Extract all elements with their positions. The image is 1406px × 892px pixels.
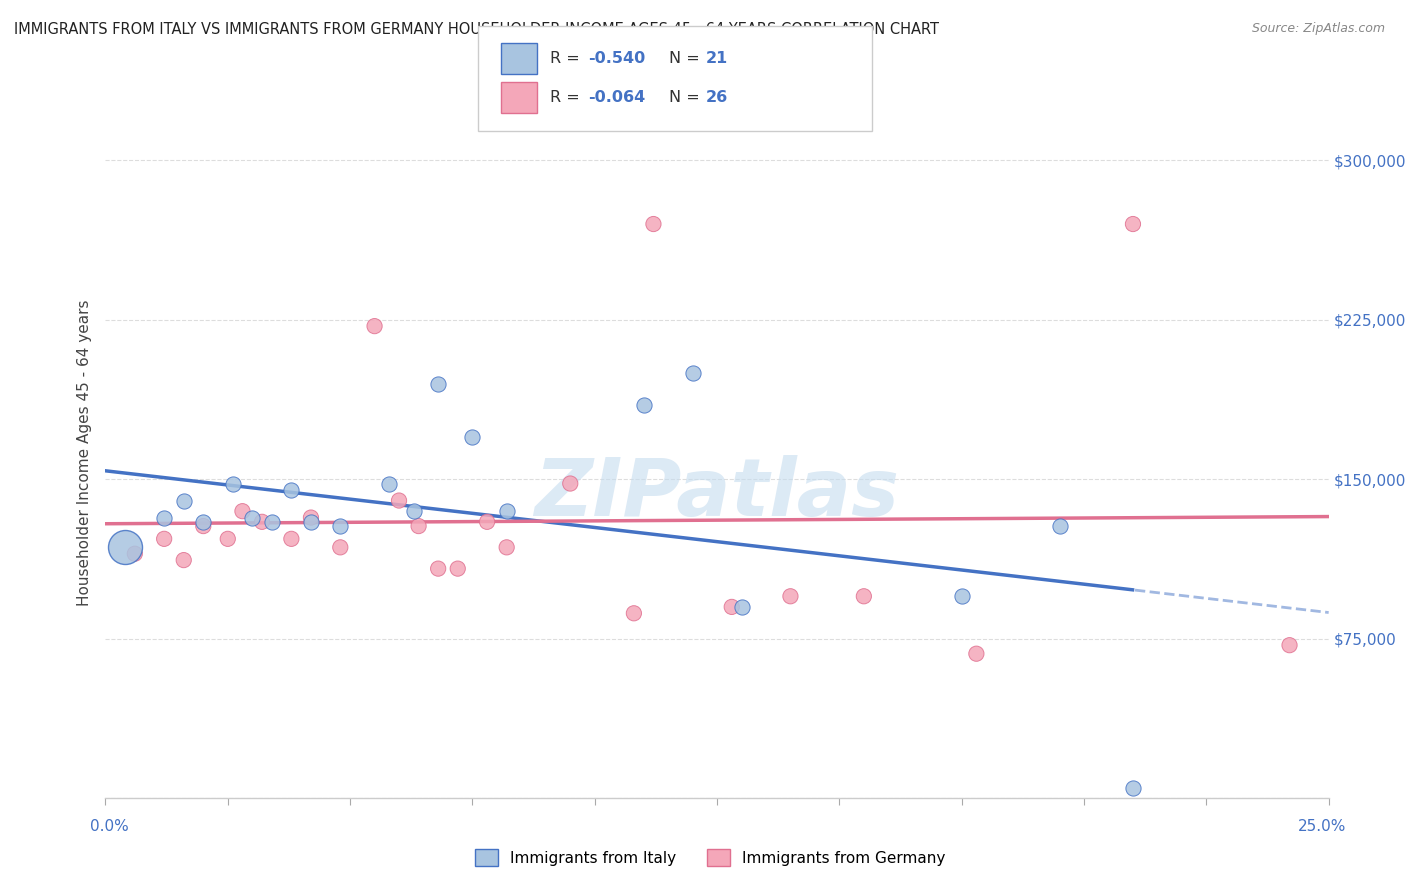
Point [1122,780,1144,795]
Point [240,510,263,524]
Point [378,476,401,491]
Text: -0.540: -0.540 [588,51,645,66]
Point [363,319,385,334]
Text: N =: N = [669,51,706,66]
Point [495,541,517,555]
Point [1049,519,1071,533]
Point [682,366,704,380]
Point [217,532,239,546]
Point [173,493,195,508]
Text: Source: ZipAtlas.com: Source: ZipAtlas.com [1251,22,1385,36]
Point [280,532,302,546]
Text: IMMIGRANTS FROM ITALY VS IMMIGRANTS FROM GERMANY HOUSEHOLDER INCOME AGES 45 - 64: IMMIGRANTS FROM ITALY VS IMMIGRANTS FROM… [14,22,939,37]
Point [461,430,484,444]
Point [1122,217,1144,231]
Point [114,541,136,555]
Text: -0.064: -0.064 [588,90,645,105]
Point [779,589,801,603]
Point [402,504,425,518]
Text: 26: 26 [706,90,728,105]
Point [388,493,411,508]
Point [173,553,195,567]
Point [153,510,176,524]
Point [221,476,243,491]
Point [231,504,253,518]
Point [447,561,470,575]
Point [1278,638,1301,652]
Point [495,504,517,518]
Point [633,398,655,412]
Point [730,599,752,614]
Text: 21: 21 [706,51,728,66]
Point [250,515,273,529]
Point [965,647,987,661]
Legend: Immigrants from Italy, Immigrants from Germany: Immigrants from Italy, Immigrants from G… [467,842,953,873]
Text: ZIPatlas: ZIPatlas [534,455,900,533]
Point [329,519,352,533]
Point [560,476,582,491]
Point [475,515,498,529]
Point [299,515,322,529]
Point [329,541,352,555]
Point [124,547,146,561]
Point [643,217,665,231]
Point [720,599,742,614]
Text: 0.0%: 0.0% [90,820,129,834]
Point [153,532,176,546]
Point [852,589,875,603]
Text: 25.0%: 25.0% [1298,820,1346,834]
Point [427,376,450,391]
Point [408,519,430,533]
Point [193,519,215,533]
Y-axis label: Householder Income Ages 45 - 64 years: Householder Income Ages 45 - 64 years [76,300,91,606]
Point [260,515,283,529]
Text: R =: R = [550,90,585,105]
Point [193,515,215,529]
Text: N =: N = [669,90,706,105]
Text: R =: R = [550,51,585,66]
Point [280,483,302,497]
Point [623,607,645,621]
Point [950,589,973,603]
Point [299,510,322,524]
Point [427,561,450,575]
